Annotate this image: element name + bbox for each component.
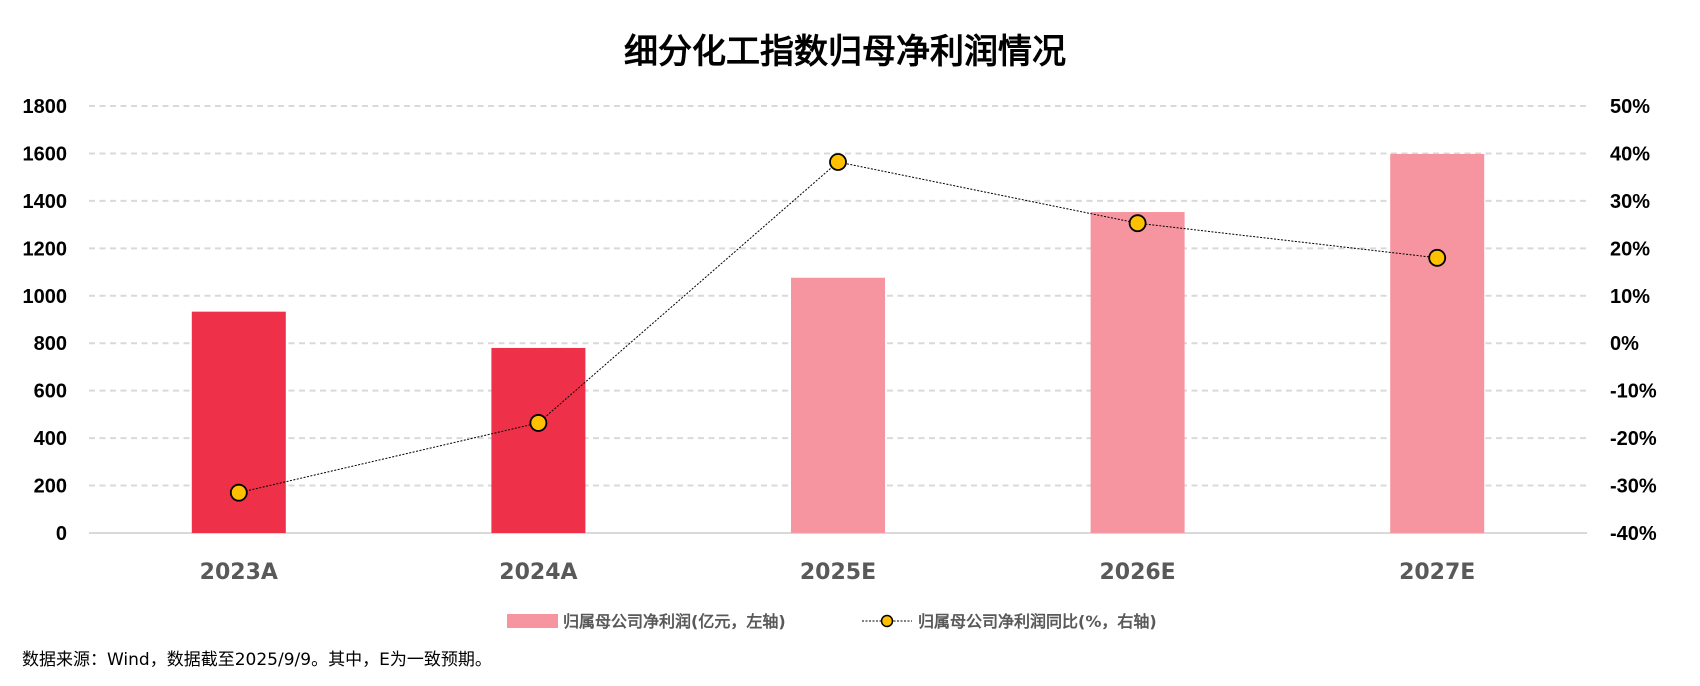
left-tick-label: 0 <box>56 523 67 545</box>
left-tick-label: 800 <box>34 333 67 355</box>
footnote: 数据来源：Wind，数据截至2025/9/9。其中，E为一致预期。 <box>22 650 492 670</box>
legend-bar-swatch <box>507 614 558 628</box>
left-tick-label: 400 <box>34 428 67 450</box>
legend-line-marker <box>880 614 894 628</box>
bars <box>191 153 1485 533</box>
left-tick-label: 200 <box>34 476 67 498</box>
left-tick-label: 600 <box>34 381 67 403</box>
right-tick-label: -10% <box>1610 381 1657 403</box>
left-tick-label: 1200 <box>23 238 68 260</box>
bar-2025E <box>791 277 885 533</box>
yoy-point-2024A <box>529 414 548 432</box>
right-tick-label: 20% <box>1610 238 1650 260</box>
x-axis: 2023A 2024A 2025E 2026E 2027E <box>200 560 1476 585</box>
left-axis: 0 200 400 600 800 1000 1200 1400 1600 1800 <box>23 96 68 545</box>
yoy-point-2023A <box>229 483 248 502</box>
bar-2027E <box>1390 153 1485 533</box>
yoy-point-2027E <box>1428 248 1447 267</box>
left-tick-label: 1400 <box>23 191 68 213</box>
x-tick-label: 2027E <box>1399 560 1475 585</box>
bar-2024A <box>491 347 586 533</box>
yoy-line <box>229 153 1447 502</box>
left-tick-label: 1000 <box>23 286 68 308</box>
right-tick-label: 10% <box>1610 286 1650 308</box>
x-tick-label: 2025E <box>800 560 876 585</box>
right-axis: -40% -30% -20% -10% 0% 10% 20% 30% 40% 50% <box>1610 96 1657 545</box>
bar-2026E <box>1090 212 1185 533</box>
right-tick-label: -40% <box>1610 523 1657 545</box>
legend-line-label: 归属母公司净利润同比(%，右轴) <box>918 612 1157 631</box>
yoy-point-2025E <box>829 153 847 171</box>
x-tick-label: 2023A <box>200 560 278 585</box>
yoy-point-2026E <box>1128 214 1147 233</box>
chart-title: 细分化工指数归母净利润情况 <box>624 32 1066 72</box>
right-tick-label: -30% <box>1610 476 1657 498</box>
left-tick-label: 1600 <box>23 143 68 165</box>
right-tick-label: 50% <box>1610 96 1650 118</box>
right-tick-label: 30% <box>1610 191 1650 213</box>
right-tick-label: 0% <box>1610 333 1639 355</box>
legend: 归属母公司净利润(亿元，左轴) 归属母公司净利润同比(%，右轴) <box>507 612 1157 631</box>
x-tick-label: 2024A <box>499 560 577 585</box>
x-tick-label: 2026E <box>1099 560 1175 585</box>
left-tick-label: 1800 <box>23 96 68 118</box>
right-tick-label: -20% <box>1610 428 1657 450</box>
legend-bar-label: 归属母公司净利润(亿元，左轴) <box>563 612 786 631</box>
right-tick-label: 40% <box>1610 143 1650 165</box>
